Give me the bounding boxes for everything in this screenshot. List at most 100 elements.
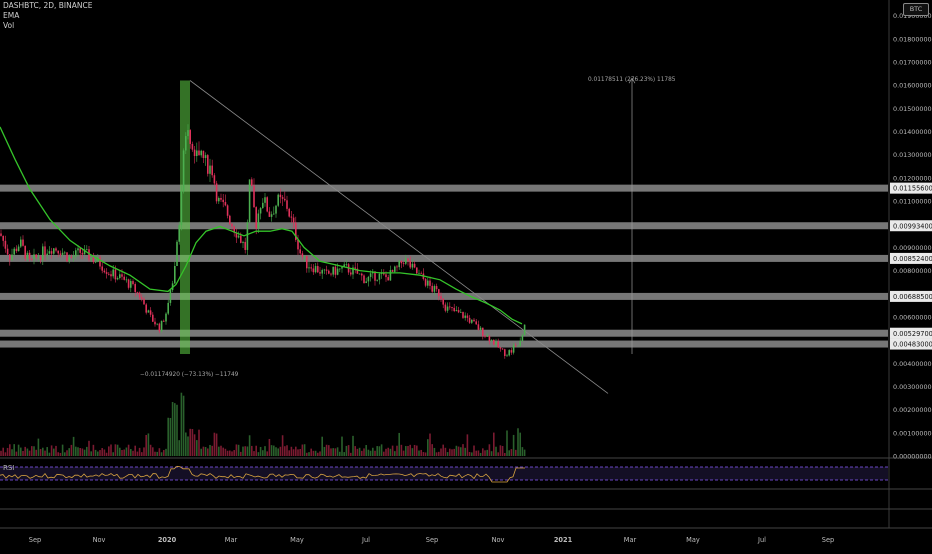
volume-bar bbox=[202, 446, 205, 456]
volume-bar bbox=[523, 449, 526, 456]
volume-bar bbox=[99, 450, 101, 456]
candle-body bbox=[121, 274, 123, 277]
volume-bar bbox=[163, 450, 165, 456]
volume-bar bbox=[132, 450, 134, 456]
volume-bar bbox=[369, 450, 372, 456]
candle-body bbox=[50, 251, 53, 254]
candle-body bbox=[77, 248, 79, 251]
volume-bar bbox=[244, 446, 246, 456]
price-level-tag bbox=[890, 290, 932, 302]
candle-body bbox=[424, 279, 427, 286]
volume-bar bbox=[306, 452, 308, 456]
candle-body bbox=[352, 267, 354, 275]
candle-body bbox=[369, 273, 372, 277]
candle-body bbox=[189, 130, 191, 144]
symbol-title[interactable]: DASHBTC, 2D, BINANCE bbox=[3, 1, 93, 10]
candle-body bbox=[277, 194, 279, 206]
price-tick-label: 0.01100000 bbox=[893, 198, 932, 206]
candle-body bbox=[334, 266, 337, 275]
candle-body bbox=[418, 272, 420, 274]
volume-bar bbox=[394, 451, 396, 456]
candle-body bbox=[411, 263, 414, 268]
volume-indicator-label[interactable]: Vol bbox=[3, 21, 15, 30]
volume-bar bbox=[334, 448, 337, 456]
candle-body bbox=[94, 261, 97, 263]
candle-body bbox=[226, 205, 229, 216]
candle-body bbox=[380, 273, 383, 274]
candle-body bbox=[273, 213, 275, 215]
rsi-indicator-label[interactable]: RSI bbox=[3, 464, 15, 472]
volume-bar bbox=[44, 450, 46, 456]
volume-bar bbox=[268, 438, 271, 456]
candle-body bbox=[165, 313, 167, 322]
volume-bar bbox=[501, 445, 504, 456]
volume-bar bbox=[108, 446, 110, 456]
support-resistance-band bbox=[0, 222, 888, 230]
candle-body bbox=[72, 256, 75, 258]
candle-body bbox=[204, 155, 207, 159]
candle-body bbox=[385, 274, 387, 278]
currency-badge[interactable]: BTC bbox=[903, 3, 929, 16]
candle-body bbox=[345, 264, 348, 266]
candle-body bbox=[453, 307, 455, 312]
volume-bar bbox=[158, 448, 161, 456]
volume-bar bbox=[211, 445, 213, 456]
volume-bar bbox=[251, 445, 253, 456]
volume-bar bbox=[209, 444, 211, 456]
candle-body bbox=[323, 269, 326, 271]
candle-body bbox=[341, 267, 343, 269]
volume-bar bbox=[422, 452, 425, 456]
time-tick-label: Sep bbox=[29, 536, 41, 544]
volume-bar bbox=[358, 447, 361, 456]
ema-indicator-label[interactable]: EMA bbox=[3, 11, 20, 20]
volume-bar bbox=[242, 446, 244, 456]
volume-bar bbox=[328, 445, 330, 456]
candle-body bbox=[178, 225, 180, 242]
volume-bar bbox=[339, 451, 341, 456]
candle-body bbox=[402, 263, 405, 264]
candle-body bbox=[130, 281, 132, 288]
candle-body bbox=[193, 149, 196, 156]
support-resistance-band bbox=[0, 292, 888, 300]
volume-bar bbox=[486, 449, 488, 456]
candle-body bbox=[158, 323, 161, 332]
candle-body bbox=[396, 266, 398, 268]
volume-bar bbox=[20, 447, 22, 456]
candle-body bbox=[501, 348, 504, 350]
volume-bar bbox=[123, 449, 125, 456]
volume-bar bbox=[6, 447, 9, 456]
candle-body bbox=[105, 272, 108, 274]
volume-bar bbox=[440, 448, 442, 456]
volume-bar bbox=[431, 444, 433, 456]
candle-body bbox=[519, 340, 521, 346]
candle-body bbox=[398, 260, 400, 268]
ema-group bbox=[0, 126, 523, 325]
volume-bar bbox=[226, 450, 229, 456]
volume-bar bbox=[484, 450, 486, 456]
volume-bar bbox=[141, 452, 143, 456]
volume-bar bbox=[46, 447, 48, 456]
candle-body bbox=[523, 324, 526, 336]
candle-body bbox=[196, 150, 198, 156]
candle-body bbox=[297, 239, 299, 250]
candle-body bbox=[429, 280, 431, 286]
candle-body bbox=[134, 284, 136, 292]
volume-bar bbox=[519, 432, 521, 456]
candle-body bbox=[6, 248, 9, 255]
candle-body bbox=[292, 217, 295, 223]
candle-body bbox=[431, 285, 433, 292]
volume-bar bbox=[495, 446, 497, 456]
candle-body bbox=[435, 286, 438, 290]
volume-bar bbox=[284, 446, 286, 456]
candle-body bbox=[376, 279, 378, 281]
volume-bar bbox=[191, 428, 194, 456]
trendline bbox=[189, 80, 609, 394]
candle-body bbox=[262, 202, 264, 209]
candle-body bbox=[75, 250, 77, 257]
price-tick-label: 0.01800000 bbox=[893, 35, 932, 43]
candle-body bbox=[389, 270, 392, 281]
time-tick-label: 2020 bbox=[158, 536, 177, 544]
candle-body bbox=[479, 327, 482, 330]
